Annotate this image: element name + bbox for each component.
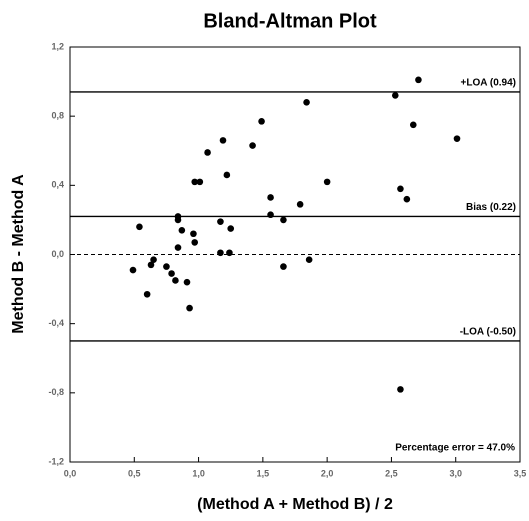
point [391,92,399,99]
point [196,178,204,186]
point [172,277,179,284]
point [174,244,182,251]
point [296,201,304,208]
point [249,142,256,149]
x-tick-label: 3,0 [449,468,462,478]
y-tick-label: 0,4 [51,180,64,190]
x-tick-label: 2,5 [385,468,398,478]
reference-line-label: Bias (0.22) [466,202,516,213]
point [323,178,331,186]
y-tick-label: 0,0 [51,249,64,259]
point [409,121,417,129]
x-tick-label: 2,0 [321,468,334,478]
point [204,149,211,156]
point [178,226,186,234]
point [183,278,191,286]
point [227,225,235,232]
y-tick-label: 0,8 [51,111,64,121]
y-tick-label: -0,8 [48,387,64,397]
point [267,194,274,201]
point [415,76,422,84]
point [226,249,233,257]
point [397,185,404,193]
point [453,135,461,142]
point [219,137,227,144]
point [174,216,182,224]
point [136,223,143,231]
point [191,239,199,246]
point [403,195,411,203]
point [217,249,224,257]
x-tick-label: 1,5 [257,468,270,478]
point [147,261,155,269]
x-tick-label: 1,0 [192,468,205,478]
point [150,256,157,263]
point [397,386,404,393]
point [280,216,287,224]
point [280,263,287,270]
point [217,218,224,225]
x-axis-label: (Method A + Method B) / 2 [197,496,393,513]
x-tick-label: 0,0 [64,468,77,478]
annotation: Percentage error = 47.0% [395,443,515,454]
point [186,304,193,312]
chart-title: Bland-Altman Plot [203,10,377,32]
point [223,171,231,179]
y-tick-label: -0,4 [48,318,64,328]
point [303,99,310,106]
point [163,263,170,270]
point [258,118,265,125]
x-tick-label: 3,5 [514,468,527,478]
point [168,270,175,277]
point [191,178,199,186]
point [267,211,274,219]
y-tick-label: -1,2 [48,456,64,466]
point [190,230,197,238]
y-axis-label: Method B - Method A [10,174,27,334]
reference-line-label: +LOA (0.94) [461,78,516,89]
reference-line-label: -LOA (-0.50) [460,327,516,338]
y-tick-label: 1,2 [51,41,64,51]
x-tick-label: 0,5 [128,468,141,478]
point [305,256,313,263]
point [129,266,137,274]
point [143,290,151,298]
